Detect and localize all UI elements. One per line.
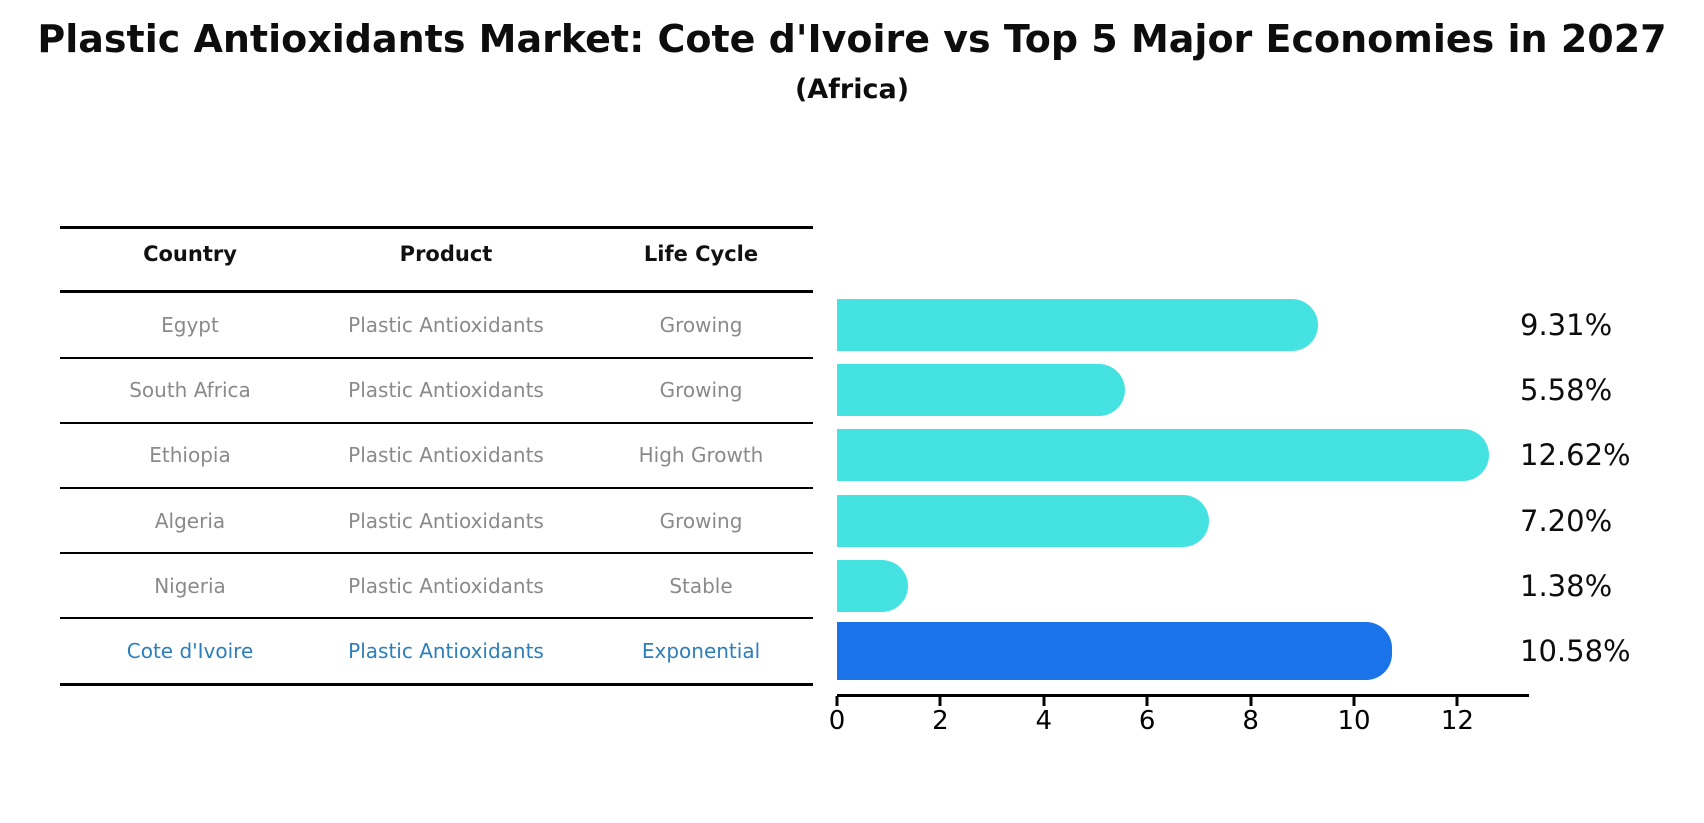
table-cell: Algeria	[154, 508, 226, 533]
x-axis-line	[837, 694, 1529, 697]
axis-tick-mark	[1249, 696, 1253, 706]
bar-ethiopia	[837, 429, 1489, 482]
axis-tick-mark	[1455, 696, 1459, 706]
table-cell: Plastic Antioxidants	[348, 639, 544, 663]
table-cell: Cote d'Ivoire	[126, 639, 254, 663]
chart-subtitle: (Africa)	[794, 74, 910, 105]
bar-south-africa	[837, 364, 1125, 417]
table-rule	[60, 617, 813, 619]
table-cell: Growing	[659, 313, 743, 337]
axis-tick-mark	[938, 696, 942, 706]
bar-nigeria	[837, 559, 908, 612]
table-cell: Ethiopia	[149, 443, 231, 468]
chart-title: Plastic Antioxidants Market: Cote d'Ivoi…	[37, 17, 1667, 61]
table-cell: Stable	[669, 573, 733, 598]
axis-tick-mark	[1145, 696, 1149, 706]
axis-tick-label: 2	[932, 706, 949, 736]
axis-tick-label: 8	[1242, 706, 1259, 736]
table-cell: Egypt	[161, 313, 219, 337]
table-cell: Plastic Antioxidants	[348, 313, 544, 337]
value-label: 10.58%	[1520, 634, 1631, 668]
table-cell: Exponential	[641, 639, 761, 663]
value-label: 12.62%	[1520, 438, 1631, 473]
value-label: 9.31%	[1520, 308, 1613, 342]
table-rule	[60, 357, 813, 359]
bar-highlight-cote-d-ivoire	[837, 622, 1392, 680]
axis-tick-label: 10	[1337, 706, 1371, 736]
table-cell: Plastic Antioxidants	[348, 443, 544, 468]
bar-egypt	[837, 299, 1318, 351]
value-label: 5.58%	[1520, 373, 1613, 408]
axis-tick-mark	[1352, 696, 1356, 706]
axis-tick-mark	[1042, 696, 1046, 706]
table-rule	[60, 683, 813, 686]
table-header-life-cycle: Life Cycle	[643, 242, 759, 266]
table-cell: Nigeria	[154, 573, 226, 598]
value-label: 7.20%	[1520, 503, 1613, 538]
axis-tick-label: 12	[1440, 706, 1474, 736]
axis-tick-mark	[835, 696, 839, 706]
table-cell: South Africa	[129, 378, 251, 403]
table-rule	[60, 290, 813, 293]
table-cell: Plastic Antioxidants	[348, 573, 544, 598]
table-cell: Growing	[659, 508, 743, 533]
bar-algeria	[837, 494, 1209, 547]
table-cell: High Growth	[638, 443, 764, 468]
table-rule	[60, 552, 813, 554]
axis-tick-label: 6	[1138, 706, 1156, 736]
axis-tick-label: 0	[828, 706, 846, 736]
table-header-product: Product	[399, 242, 493, 266]
table-rule	[60, 422, 813, 424]
table-header-country: Country	[143, 242, 237, 266]
table-cell: Growing	[659, 378, 743, 403]
axis-tick-label: 4	[1035, 706, 1053, 736]
table-rule	[60, 226, 813, 229]
table-cell: Plastic Antioxidants	[348, 378, 544, 403]
table-rule	[60, 487, 813, 489]
table-cell: Plastic Antioxidants	[348, 508, 544, 533]
value-label: 1.38%	[1520, 568, 1613, 603]
